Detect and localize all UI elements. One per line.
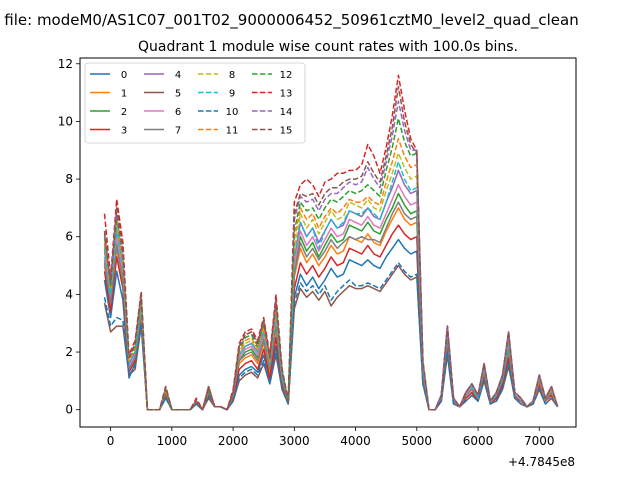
legend-box — [84, 62, 306, 144]
legend-label: 4 — [175, 70, 181, 81]
legend-label: 15 — [280, 126, 293, 137]
plot-area — [103, 74, 559, 411]
y-tick-label: 2 — [65, 345, 73, 359]
x-tick-label: 1000 — [157, 434, 188, 448]
legend-label: 2 — [121, 107, 127, 118]
legend-label: 0 — [121, 70, 127, 81]
x-tick-label: 6000 — [463, 434, 494, 448]
legend-label: 1 — [121, 89, 127, 100]
legend-label: 6 — [175, 107, 181, 118]
x-axis-offset-label: +4.7845e8 — [508, 455, 575, 469]
x-axis: 0 1000 2000 3000 4000 5000 6000 7000 — [107, 427, 555, 448]
y-tick-label: 12 — [58, 57, 73, 71]
legend-label: 9 — [229, 89, 235, 100]
legend-label: 14 — [280, 107, 293, 118]
y-tick-label: 4 — [65, 287, 73, 301]
legend-label: 3 — [121, 126, 127, 137]
y-axis: 0 2 4 6 8 10 12 — [58, 57, 80, 417]
y-tick-label: 6 — [65, 230, 73, 244]
axes-frame — [79, 57, 577, 428]
chart-title: Quadrant 1 module wise count rates with … — [138, 39, 518, 55]
y-tick-label: 8 — [65, 172, 73, 186]
series-15-line — [103, 86, 559, 411]
page-title: n file: modeM0/AS1C07_001T02_9000006452_… — [0, 11, 579, 30]
x-tick-label: 7000 — [524, 434, 555, 448]
legend-label: 8 — [229, 70, 235, 81]
x-tick-label: 4000 — [340, 434, 371, 448]
x-tick-label: 3000 — [279, 434, 310, 448]
legend-label: 11 — [226, 126, 239, 137]
x-tick-label: 0 — [107, 434, 115, 448]
legend-label: 10 — [226, 107, 239, 118]
legend-label: 13 — [280, 89, 293, 100]
x-tick-label: 5000 — [402, 434, 433, 448]
legend-label: 5 — [175, 89, 181, 100]
y-tick-label: 10 — [58, 114, 73, 128]
y-tick-label: 0 — [65, 403, 73, 417]
legend-label: 7 — [175, 126, 181, 137]
legend-label: 12 — [280, 70, 293, 81]
x-tick-label: 2000 — [218, 434, 249, 448]
